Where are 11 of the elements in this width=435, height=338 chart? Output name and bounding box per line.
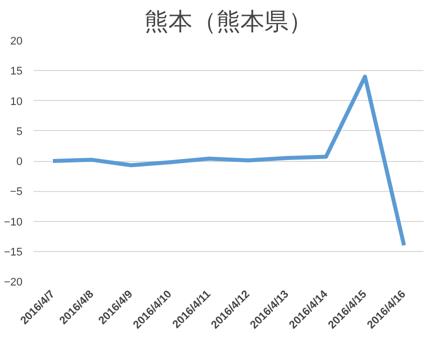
y-tick-label: −20 [4, 276, 23, 288]
y-tick-label: −10 [4, 216, 23, 228]
y-tick-label: 20 [10, 36, 23, 48]
y-tick-label: −5 [10, 186, 23, 198]
chart-title: 熊本（熊本県） [144, 8, 312, 36]
y-tick-label: 10 [10, 96, 23, 108]
y-tick-label: 0 [16, 156, 23, 168]
y-tick-label: 15 [10, 66, 23, 78]
y-tick-label: 5 [16, 126, 23, 138]
line-series [51, 74, 406, 248]
y-tick-label: −15 [4, 246, 23, 258]
